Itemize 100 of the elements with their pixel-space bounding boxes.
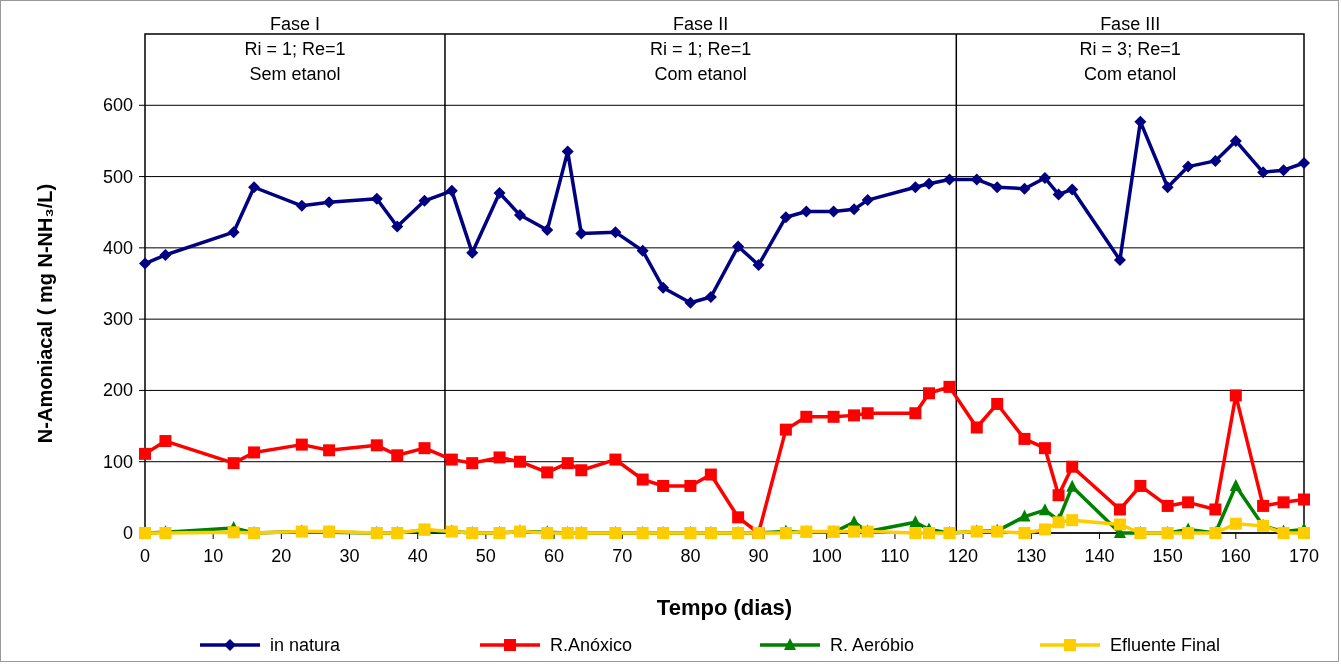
- point: [909, 515, 922, 528]
- point: [1113, 503, 1126, 516]
- x-tick-label: 110: [880, 546, 910, 566]
- point: [923, 177, 936, 190]
- x-tick-label: 50: [475, 546, 496, 566]
- point: [1018, 432, 1031, 445]
- point: [1066, 514, 1079, 527]
- point: [1113, 518, 1126, 531]
- point: [541, 224, 554, 237]
- point: [1038, 503, 1051, 516]
- point: [1277, 496, 1290, 509]
- point: [1018, 509, 1031, 522]
- point: [1298, 157, 1310, 170]
- point: [704, 468, 717, 481]
- point: [575, 464, 588, 477]
- point: [159, 435, 172, 448]
- y-tick-label: 500: [102, 166, 133, 187]
- point: [800, 410, 813, 423]
- point: [227, 226, 240, 239]
- point: [1209, 154, 1222, 167]
- point: [732, 511, 745, 524]
- y-tick-label: 600: [102, 95, 133, 116]
- point: [323, 444, 336, 457]
- point: [1182, 160, 1195, 173]
- annotation: Fase I Ri = 1; Re=1 Sem etanol: [244, 14, 346, 84]
- point: [1066, 479, 1079, 492]
- point: [418, 194, 431, 207]
- legend-label: R. Aeróbio: [830, 635, 915, 655]
- point: [909, 181, 922, 194]
- point: [1182, 496, 1195, 509]
- point: [1018, 182, 1031, 195]
- point: [1066, 460, 1079, 473]
- x-tick-label: 10: [203, 546, 224, 566]
- point: [861, 407, 874, 420]
- x-tick-label: 160: [1220, 546, 1251, 566]
- point: [657, 281, 670, 294]
- x-tick-label: 80: [680, 546, 701, 566]
- point: [1229, 389, 1242, 402]
- point: [159, 248, 172, 261]
- y-tick-label: 100: [102, 451, 133, 472]
- point: [970, 421, 983, 434]
- x-tick-label: 150: [1152, 546, 1183, 566]
- x-tick-label: 100: [811, 546, 842, 566]
- point: [732, 240, 745, 253]
- point: [418, 442, 431, 455]
- point: [943, 380, 956, 393]
- x-tick-label: 90: [748, 546, 769, 566]
- x-tick-label: 70: [612, 546, 633, 566]
- point: [1229, 134, 1242, 147]
- y-tick-label: 0: [122, 523, 133, 543]
- x-tick-label: 60: [544, 546, 565, 566]
- point: [493, 451, 506, 464]
- point: [1052, 188, 1065, 201]
- point: [609, 226, 622, 239]
- point: [923, 527, 936, 539]
- point: [684, 296, 697, 309]
- point: [1134, 479, 1147, 492]
- point: [391, 220, 404, 233]
- point: [466, 246, 479, 259]
- point: [636, 244, 649, 257]
- point: [1038, 523, 1051, 536]
- point: [848, 409, 861, 422]
- point: [752, 258, 765, 271]
- point: [466, 457, 479, 470]
- point: [295, 438, 308, 451]
- point: [848, 525, 861, 538]
- point: [1229, 478, 1242, 491]
- point: [704, 291, 717, 304]
- point: [1018, 527, 1031, 539]
- point: [848, 203, 861, 216]
- point: [248, 181, 261, 194]
- point: [227, 457, 240, 470]
- point: [139, 447, 151, 460]
- x-tick-label: 20: [271, 546, 292, 566]
- point: [657, 479, 670, 492]
- x-tick-label: 140: [1084, 546, 1115, 566]
- point: [1229, 517, 1242, 530]
- x-tick-label: 0: [139, 546, 151, 566]
- point: [1209, 503, 1222, 516]
- x-axis-title: Tempo (dias): [656, 595, 793, 620]
- point: [1066, 183, 1079, 196]
- x-tick-label: 40: [407, 546, 428, 566]
- x-tick-label: 30: [339, 546, 360, 566]
- point: [779, 423, 792, 436]
- point: [991, 397, 1004, 410]
- point: [909, 407, 922, 420]
- point: [1298, 493, 1310, 506]
- point: [923, 387, 936, 400]
- legend-label: R.Anóxico: [550, 635, 633, 655]
- legend-label: Efluente Final: [1110, 635, 1221, 655]
- annotation: Fase III Ri = 3; Re=1 Com etanol: [1079, 14, 1181, 84]
- point: [636, 473, 649, 486]
- point: [1161, 181, 1174, 194]
- y-axis-title: N-Amoniacal ( mg N-NH₃/L): [34, 183, 56, 444]
- point: [827, 410, 840, 423]
- x-tick-label: 170: [1288, 546, 1320, 566]
- point: [139, 257, 151, 270]
- point: [779, 211, 792, 224]
- point: [1298, 527, 1310, 539]
- y-tick-label: 300: [102, 309, 133, 330]
